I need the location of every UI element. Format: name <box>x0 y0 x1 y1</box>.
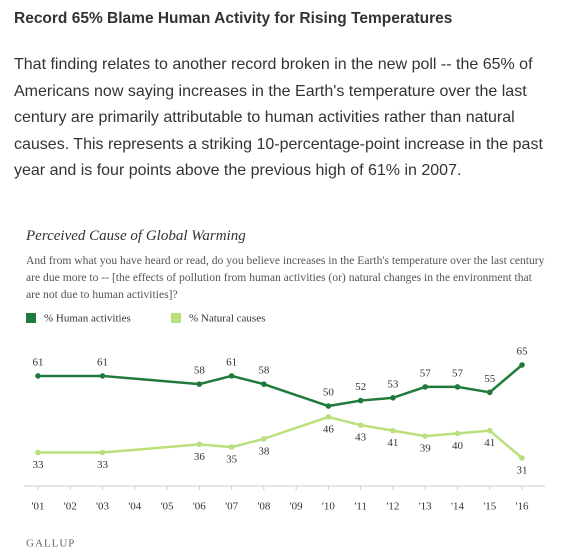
data-label: 33 <box>33 459 45 471</box>
data-label: 58 <box>194 365 206 377</box>
data-label: 57 <box>452 367 464 379</box>
point <box>357 422 364 428</box>
data-label: 43 <box>355 432 367 444</box>
x-tick-label: '12 <box>386 501 399 513</box>
data-label: 53 <box>387 378 399 390</box>
point <box>519 362 525 368</box>
legend-label: % Natural causes <box>189 313 265 325</box>
x-tick-label: '10 <box>322 501 335 513</box>
point <box>261 381 267 387</box>
point <box>228 373 235 379</box>
data-label: 38 <box>258 445 270 457</box>
heading: Record 65% Blame Human Activity for Risi… <box>14 10 453 27</box>
data-label: 35 <box>226 454 238 466</box>
legend-label: % Human activities <box>44 313 131 325</box>
data-label: 50 <box>323 387 335 399</box>
point <box>486 427 493 434</box>
data-label: 39 <box>420 443 432 455</box>
x-tick-label: '06 <box>193 501 206 513</box>
point <box>196 381 203 387</box>
point <box>325 414 332 420</box>
x-tick-label: '05 <box>161 501 174 513</box>
legend-swatch <box>26 313 36 323</box>
data-label: 52 <box>355 381 366 393</box>
point <box>422 384 429 390</box>
point <box>454 430 461 437</box>
point <box>519 455 525 461</box>
point <box>35 449 41 456</box>
x-tick-label: '09 <box>290 501 303 513</box>
data-label: 55 <box>484 373 496 385</box>
point <box>228 444 235 450</box>
point <box>261 436 267 442</box>
point <box>454 384 461 390</box>
x-tick-label: '15 <box>483 501 496 513</box>
series-line <box>38 415 523 459</box>
chart-title: Perceived Cause of Global Warming <box>26 228 246 244</box>
data-label: 61 <box>97 356 108 368</box>
point <box>99 449 106 456</box>
x-tick-label: '13 <box>419 501 432 513</box>
data-label: 31 <box>517 465 528 477</box>
point <box>99 373 106 379</box>
data-label: 40 <box>452 440 464 452</box>
data-label: 65 <box>517 346 529 358</box>
point <box>196 441 203 448</box>
x-tick-label: '16 <box>516 501 529 513</box>
legend-swatch <box>171 313 181 323</box>
data-label: 41 <box>484 437 495 449</box>
source: GALLUP <box>26 538 75 550</box>
point <box>35 373 41 379</box>
point <box>422 433 429 439</box>
point <box>390 395 396 401</box>
data-label: 61 <box>226 356 237 368</box>
point <box>325 403 332 409</box>
chart-subtitle: And from what you have heard or read, do… <box>26 254 545 301</box>
data-label: 57 <box>420 367 432 379</box>
x-tick-label: '01 <box>32 501 45 513</box>
data-label: 33 <box>97 459 109 471</box>
point <box>357 397 364 404</box>
data-label: 46 <box>323 424 335 436</box>
paragraph: That finding relates to another record b… <box>14 56 543 179</box>
x-tick-label: '14 <box>451 501 464 513</box>
x-tick-label: '08 <box>257 501 270 513</box>
data-label: 58 <box>258 365 270 377</box>
x-tick-label: '07 <box>225 501 238 513</box>
x-tick-label: '02 <box>64 501 77 513</box>
point <box>390 427 396 434</box>
series-line <box>38 364 523 408</box>
data-label: 36 <box>194 451 206 463</box>
x-tick-label: '03 <box>96 501 109 513</box>
point <box>486 389 493 396</box>
data-label: 61 <box>33 356 44 368</box>
data-label: 41 <box>387 437 398 449</box>
x-tick-label: '04 <box>128 501 141 513</box>
x-tick-label: '11 <box>354 501 367 513</box>
